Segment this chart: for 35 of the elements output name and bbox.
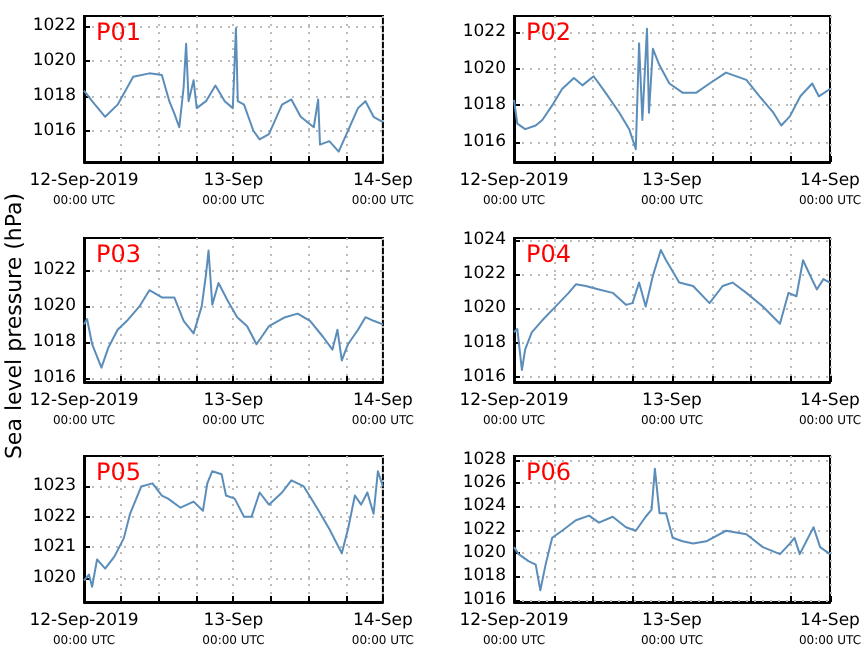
y-tick-label: 1020 (32, 567, 76, 588)
y-tick-label: 1020 (462, 58, 506, 79)
y-tick-label: 1022 (462, 264, 506, 284)
y-axis-title: Sea level pressure (hPa) (1, 192, 27, 460)
y-tick-label: 1028 (462, 449, 506, 470)
y-tick-label: 1024 (462, 496, 506, 517)
y-tick-label: 1018 (462, 566, 506, 587)
y-tick-label: 1018 (462, 95, 506, 116)
y-tick-label: 1020 (462, 298, 506, 319)
y-tick-label: 1016 (462, 589, 506, 610)
y-tick-label: 1026 (462, 472, 506, 493)
y-tick-label: 1018 (32, 332, 76, 353)
chart-title: P03 (96, 240, 142, 268)
y-tick-label: 1016 (462, 366, 506, 387)
y-tick-label: 1016 (32, 368, 76, 389)
y-tick-label: 1018 (32, 85, 76, 106)
y-tick-label: 1020 (32, 296, 76, 317)
y-tick-label: 1023 (32, 476, 76, 497)
y-tick-label: 1020 (32, 51, 76, 72)
chart-title: P04 (526, 240, 572, 268)
y-tick-label: 1024 (462, 229, 506, 250)
chart-title: P06 (526, 458, 572, 486)
y-tick-label: 1018 (462, 332, 506, 353)
y-tick-label: 1022 (462, 519, 506, 540)
y-tick-label: 1016 (32, 120, 76, 141)
chart-title: P02 (526, 18, 572, 46)
y-tick-label: 1016 (462, 131, 506, 152)
y-tick-label: 1022 (32, 16, 76, 37)
y-tick-label: 1020 (462, 542, 506, 563)
y-tick-label: 1022 (462, 22, 506, 43)
y-tick-label: 1022 (32, 260, 76, 281)
y-tick-label: 1022 (32, 506, 76, 527)
chart-title: P01 (96, 18, 142, 46)
y-tick-label: 1021 (32, 537, 76, 558)
chart-title: P05 (96, 458, 142, 486)
